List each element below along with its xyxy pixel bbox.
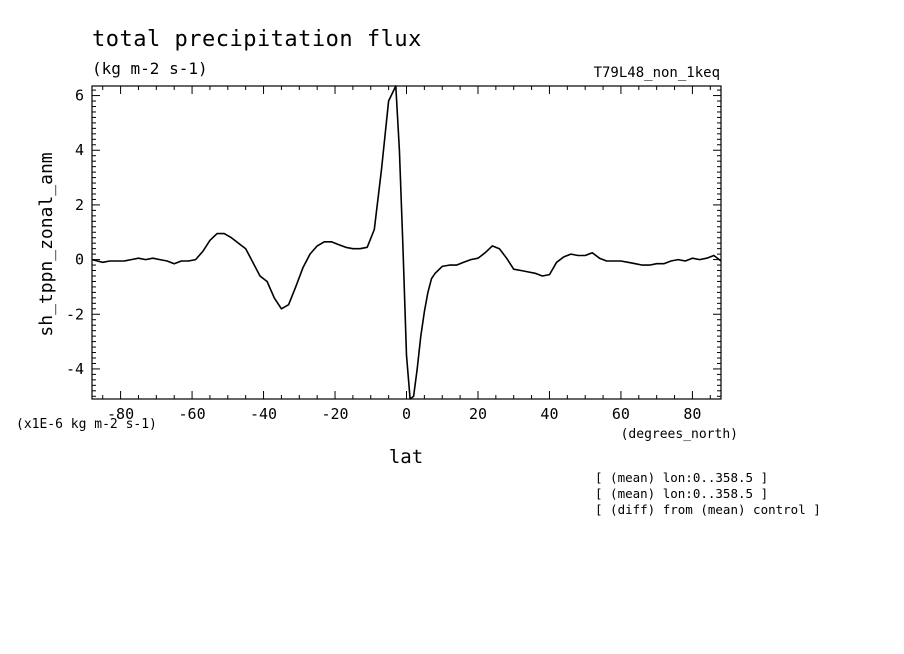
x-tick-label: -60 <box>179 405 206 423</box>
x-tick-label: 40 <box>540 405 558 423</box>
series-line <box>91 85 722 400</box>
x-tick-label: -80 <box>107 405 134 423</box>
x-tick-label: 80 <box>683 405 701 423</box>
y-tick-label: 0 <box>75 251 84 269</box>
axis-ticks <box>92 86 721 399</box>
x-tick-label: -20 <box>321 405 348 423</box>
x-tick-label: 0 <box>402 405 411 423</box>
x-tick-label: 20 <box>469 405 487 423</box>
y-tick-label: 6 <box>75 87 84 105</box>
note-line-2: [ (mean) lon:0..358.5 ] <box>595 486 768 501</box>
y-axis-label-group: sh_tppn_zonal_anm <box>36 152 57 336</box>
x-tick-label: -40 <box>250 405 277 423</box>
y-scale-note: (x1E-6 kg m-2 s-1) <box>16 417 157 432</box>
y-tick-label: -4 <box>66 360 84 378</box>
y-tick-label: -2 <box>66 305 84 323</box>
run-label: T79L48_non_1keq <box>594 65 720 81</box>
note-line-3: [ (diff) from (mean) control ] <box>595 502 821 517</box>
y-tick-label: 2 <box>75 196 84 214</box>
x-axis-label: lat <box>389 446 423 468</box>
note-line-1: [ (mean) lon:0..358.5 ] <box>595 470 768 485</box>
x-axis-units: (degrees_north) <box>621 427 738 442</box>
chart-units: (kg m-2 s-1) <box>92 59 208 78</box>
y-tick-label: 4 <box>75 141 84 159</box>
chart-title: total precipitation flux <box>92 27 422 52</box>
x-tick-label: 60 <box>612 405 630 423</box>
series-group <box>91 85 722 400</box>
y-axis-label: sh_tppn_zonal_anm <box>36 152 57 336</box>
